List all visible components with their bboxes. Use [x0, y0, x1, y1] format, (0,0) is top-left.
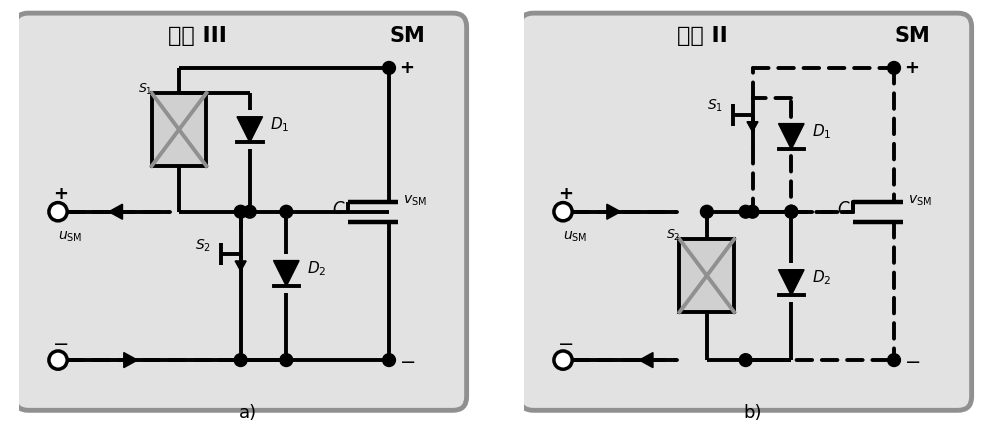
Text: $D_2$: $D_2$	[812, 268, 831, 287]
Text: +: +	[558, 185, 573, 203]
Text: +: +	[904, 59, 919, 77]
Circle shape	[785, 205, 798, 218]
Text: $u_{\rm SM}$: $u_{\rm SM}$	[563, 230, 587, 244]
Text: a): a)	[238, 404, 257, 422]
Circle shape	[785, 205, 798, 218]
Text: $v_{\rm SM}$: $v_{\rm SM}$	[908, 193, 932, 208]
Polygon shape	[274, 261, 299, 286]
Circle shape	[888, 354, 900, 366]
Circle shape	[383, 354, 395, 366]
Polygon shape	[779, 270, 804, 295]
Circle shape	[700, 205, 713, 218]
Circle shape	[746, 205, 759, 218]
Polygon shape	[237, 117, 263, 143]
Polygon shape	[235, 261, 246, 271]
Text: b): b)	[743, 404, 762, 422]
Text: $-$: $-$	[557, 333, 573, 352]
Text: $-$: $-$	[52, 333, 68, 352]
Text: $C$: $C$	[837, 200, 851, 218]
Circle shape	[554, 351, 572, 369]
Text: SM: SM	[894, 26, 930, 46]
Text: SM: SM	[389, 26, 425, 46]
Text: $S_2$: $S_2$	[195, 238, 211, 254]
Text: $D_1$: $D_1$	[812, 122, 831, 141]
Text: $v_{\rm SM}$: $v_{\rm SM}$	[403, 193, 427, 208]
Polygon shape	[109, 204, 123, 219]
Bar	[152, 93, 206, 166]
Text: $-$: $-$	[904, 351, 920, 370]
Polygon shape	[779, 124, 804, 149]
Bar	[679, 239, 734, 312]
Circle shape	[554, 202, 572, 221]
Text: +: +	[399, 59, 414, 77]
Text: 模式 III: 模式 III	[168, 26, 227, 46]
Circle shape	[49, 202, 67, 221]
Text: $D_1$: $D_1$	[270, 116, 290, 134]
FancyBboxPatch shape	[520, 13, 972, 410]
Text: $D_2$: $D_2$	[307, 259, 326, 278]
FancyBboxPatch shape	[15, 13, 467, 410]
Text: $-$: $-$	[399, 351, 415, 370]
Circle shape	[243, 205, 256, 218]
Polygon shape	[607, 204, 621, 219]
Polygon shape	[639, 353, 653, 368]
Circle shape	[234, 354, 247, 366]
Text: $C$: $C$	[332, 200, 346, 218]
Circle shape	[888, 62, 900, 74]
Circle shape	[234, 205, 247, 218]
Text: $S_1$: $S_1$	[138, 82, 153, 97]
Circle shape	[739, 205, 752, 218]
Text: +: +	[53, 185, 68, 203]
Circle shape	[383, 62, 395, 74]
Polygon shape	[124, 353, 137, 368]
Circle shape	[739, 354, 752, 366]
Polygon shape	[747, 122, 758, 132]
Circle shape	[280, 205, 293, 218]
Text: $S_1$: $S_1$	[707, 97, 723, 113]
Text: $u_{\rm SM}$: $u_{\rm SM}$	[58, 230, 82, 244]
Text: 模式 II: 模式 II	[677, 26, 728, 46]
Circle shape	[280, 354, 293, 366]
Circle shape	[49, 351, 67, 369]
Text: $S_2$: $S_2$	[666, 228, 680, 243]
